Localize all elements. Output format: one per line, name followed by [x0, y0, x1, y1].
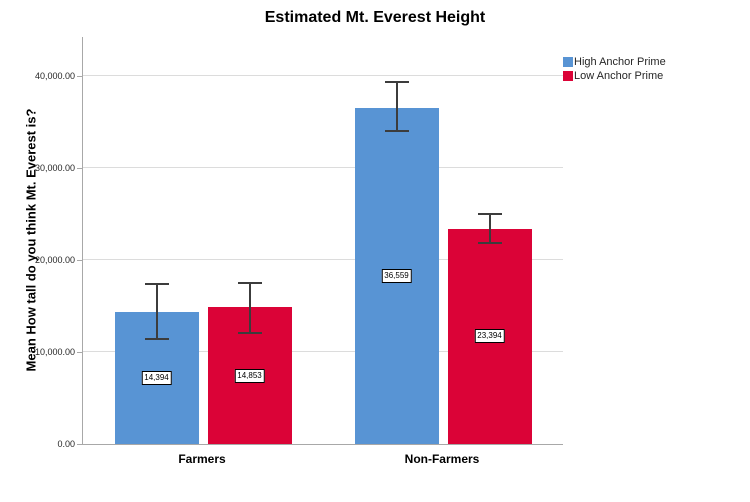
y-tick-mark — [77, 168, 82, 169]
y-tick-mark — [77, 352, 82, 353]
error-bar-cap-bottom — [237, 331, 262, 334]
error-bar-cap-top — [384, 80, 409, 83]
y-tick-label: 30,000.00 — [34, 163, 75, 173]
error-bar-line — [248, 282, 251, 333]
x-category-label-farmers: Farmers — [178, 452, 226, 466]
y-tick-mark — [77, 444, 82, 445]
legend-label: High Anchor Prime — [574, 56, 666, 68]
bar-value-label: 14,394 — [141, 370, 172, 385]
error-bar-cap-top — [237, 281, 262, 284]
y-axis-title: Mean How tall do you think Mt. Everest i… — [23, 108, 39, 372]
y-gridline — [83, 75, 563, 77]
error-bar-cap-bottom — [477, 241, 502, 244]
legend-item-low-anchor-prime: Low Anchor Prime — [563, 69, 666, 83]
y-gridline — [83, 351, 563, 353]
y-tick-label: 10,000.00 — [34, 347, 75, 357]
error-bar-line — [488, 214, 491, 243]
y-tick-label: 40,000.00 — [34, 71, 75, 81]
y-tick-label: 20,000.00 — [34, 255, 75, 265]
error-bar-cap-top — [144, 283, 169, 286]
y-tick-label: 0.00 — [57, 439, 75, 449]
y-gridline — [83, 259, 563, 261]
error-bar-cap-bottom — [384, 130, 409, 133]
plot-area: 14,394 36,559 14,853 23,394 — [82, 37, 563, 445]
error-bar-line — [395, 81, 398, 132]
error-bar-cap-bottom — [144, 337, 169, 340]
y-gridline — [83, 167, 563, 169]
y-tick-mark — [77, 260, 82, 261]
error-bar-line — [155, 284, 158, 339]
x-category-label-non-farmers: Non-Farmers — [404, 452, 480, 466]
bar-value-label: 23,394 — [474, 329, 505, 344]
y-tick-mark — [77, 76, 82, 77]
legend-swatch-high-anchor-prime — [563, 57, 573, 67]
legend-swatch-low-anchor-prime — [563, 71, 573, 81]
legend-label: Low Anchor Prime — [574, 70, 664, 82]
legend-item-high-anchor-prime: High Anchor Prime — [563, 55, 666, 69]
legend: High Anchor Prime Low Anchor Prime — [563, 55, 666, 83]
bar-value-label: 36,559 — [381, 268, 412, 283]
error-bar-cap-top — [477, 213, 502, 216]
chart-title: Estimated Mt. Everest Height — [264, 9, 486, 26]
bar-value-label: 14,853 — [234, 368, 265, 383]
